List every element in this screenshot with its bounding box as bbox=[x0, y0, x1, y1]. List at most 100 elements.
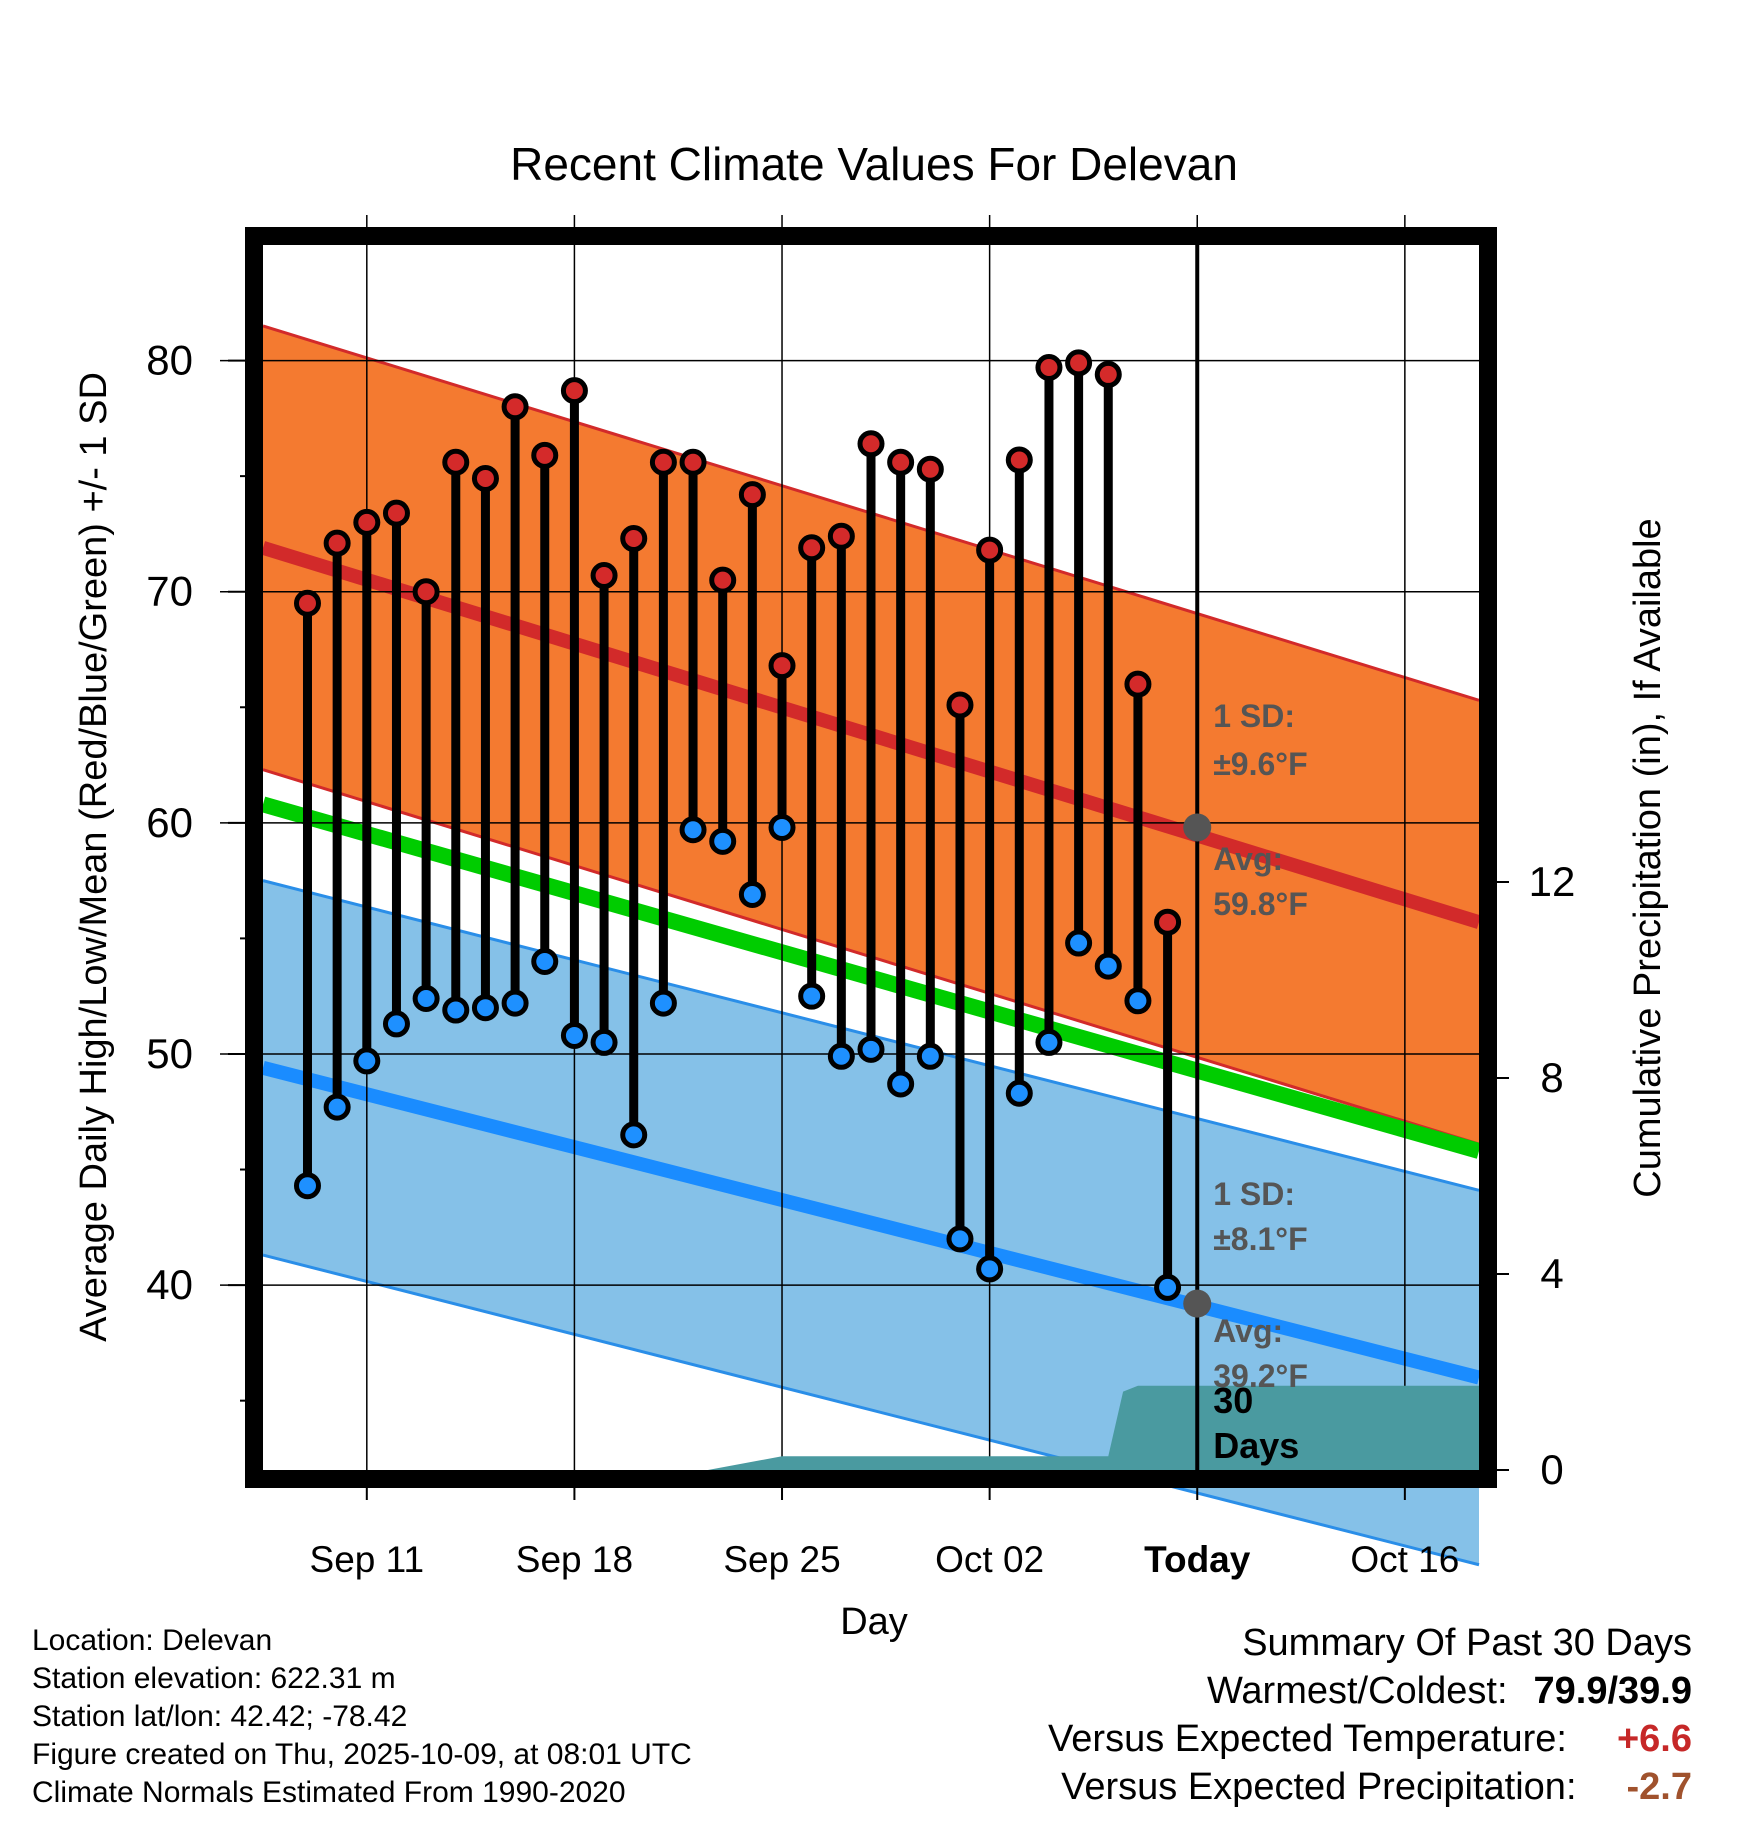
high-temp-point bbox=[471, 464, 499, 492]
low-temp-point bbox=[1094, 952, 1122, 980]
y-tick-label: 50 bbox=[146, 1030, 193, 1077]
high-temp-point bbox=[560, 377, 588, 405]
low-temp-point bbox=[946, 1225, 974, 1253]
high-temp-point bbox=[887, 448, 915, 476]
low-avg-marker bbox=[1183, 1289, 1212, 1318]
low-temp-point bbox=[1005, 1079, 1033, 1107]
high-temp-point bbox=[946, 691, 974, 719]
high-avg-marker bbox=[1183, 813, 1212, 842]
precip-area bbox=[707, 1385, 1479, 1470]
footer-elevation: Station elevation: 622.31 m bbox=[32, 1662, 396, 1695]
summary-temp-label: Versus Expected Temperature: bbox=[1048, 1718, 1567, 1760]
x-tick-label: Oct 02 bbox=[935, 1539, 1044, 1580]
footer-created: Figure created on Thu, 2025-10-09, at 08… bbox=[32, 1738, 692, 1771]
high-temp-point bbox=[382, 499, 410, 527]
high-temp-point bbox=[590, 562, 618, 590]
summary-warm-cold: Warmest/Coldest: 79.9/39.9 bbox=[1207, 1670, 1692, 1713]
low-temp-point bbox=[590, 1028, 618, 1056]
y2-tick-label: 0 bbox=[1540, 1446, 1563, 1493]
low-temp-point bbox=[560, 1021, 588, 1049]
low-temp-point bbox=[1124, 987, 1152, 1015]
high-temp-point bbox=[293, 589, 321, 617]
low-temp-point bbox=[976, 1255, 1004, 1283]
y-tick-label: 70 bbox=[146, 568, 193, 615]
plot-frame bbox=[245, 227, 1497, 1488]
y-tick-label: 60 bbox=[146, 799, 193, 846]
x-axis-label: Day bbox=[840, 1601, 908, 1643]
low-temp-point bbox=[709, 827, 737, 855]
footer-latlon: Station lat/lon: 42.42; -78.42 bbox=[32, 1700, 408, 1733]
low-temp-point bbox=[442, 996, 470, 1024]
footer-normals: Climate Normals Estimated From 1990-2020 bbox=[32, 1776, 626, 1809]
high-temp-point bbox=[798, 534, 826, 562]
high-temp-point bbox=[620, 525, 648, 553]
high-avg-label: Avg: bbox=[1213, 841, 1283, 877]
high-temp-point bbox=[353, 508, 381, 536]
low-sd-label: 1 SD: bbox=[1213, 1176, 1295, 1212]
y2-tick-label: 8 bbox=[1540, 1054, 1563, 1101]
high-temp-point bbox=[709, 566, 737, 594]
low-normal-line bbox=[261, 1061, 1481, 1385]
low-temp-point bbox=[620, 1121, 648, 1149]
x-tick-label: Sep 11 bbox=[310, 1539, 425, 1580]
low-temp-point bbox=[798, 982, 826, 1010]
summary-title: Summary Of Past 30 Days bbox=[1242, 1622, 1692, 1664]
x-tick-label: Oct 16 bbox=[1350, 1539, 1459, 1580]
high-sd-label: 1 SD: bbox=[1213, 698, 1295, 734]
low-temp-point bbox=[768, 813, 796, 841]
summary-warm-cold-label: Warmest/Coldest: bbox=[1206, 1670, 1508, 1712]
chart-title: Recent Climate Values For Delevan bbox=[510, 138, 1238, 190]
high-temp-point bbox=[531, 441, 559, 469]
low-temp-point bbox=[531, 948, 559, 976]
low-avg-label: Avg: bbox=[1213, 1313, 1283, 1349]
high-temp-point bbox=[649, 448, 677, 476]
summary-temp: Versus Expected Temperature: +6.6 bbox=[1048, 1718, 1692, 1761]
footer-location: Location: Delevan bbox=[32, 1624, 273, 1657]
high-temp-point bbox=[768, 652, 796, 680]
summary-warm-cold-value: 79.9/39.9 bbox=[1533, 1670, 1692, 1712]
high-temp-point bbox=[679, 448, 707, 476]
low-temp-point bbox=[679, 816, 707, 844]
y-tick-label: 80 bbox=[146, 337, 193, 384]
low-temp-point bbox=[501, 989, 529, 1017]
days-label-word: Days bbox=[1213, 1425, 1299, 1466]
x-tick-label: Sep 18 bbox=[516, 1539, 633, 1580]
low-sd-band-lower-edge bbox=[262, 1253, 1480, 1567]
high-temp-point bbox=[442, 448, 470, 476]
high-temp-point bbox=[1094, 360, 1122, 388]
high-temp-point bbox=[1035, 354, 1063, 381]
summary-temp-value: +6.6 bbox=[1616, 1718, 1692, 1760]
low-temp-point bbox=[293, 1172, 321, 1200]
y2-tick-label: 4 bbox=[1540, 1250, 1563, 1297]
high-temp-point bbox=[738, 481, 766, 509]
high-temp-point bbox=[1065, 349, 1093, 377]
low-temp-point bbox=[916, 1042, 944, 1070]
high-temp-point bbox=[501, 393, 529, 421]
summary-precip-label: Versus Expected Precipitation: bbox=[1061, 1766, 1577, 1808]
x-tick-label: Sep 25 bbox=[723, 1539, 840, 1580]
low-temp-point bbox=[827, 1042, 855, 1070]
summary-precip: Versus Expected Precipitation: -2.7 bbox=[1061, 1766, 1692, 1809]
high-avg-value: 59.8°F bbox=[1213, 886, 1308, 922]
low-temp-point bbox=[738, 880, 766, 908]
low-temp-point bbox=[1065, 929, 1093, 957]
high-temp-point bbox=[827, 522, 855, 550]
low-temp-point bbox=[471, 994, 499, 1022]
y2-axis-label: Cumulative Precipitation (in), If Availa… bbox=[1627, 518, 1669, 1197]
high-sd-value: ±9.6°F bbox=[1213, 746, 1307, 782]
high-temp-point bbox=[323, 529, 351, 557]
low-temp-point bbox=[353, 1047, 381, 1075]
x-tick-label: Today bbox=[1144, 1539, 1251, 1580]
y2-tick-label: 12 bbox=[1529, 858, 1576, 905]
high-temp-point bbox=[857, 430, 885, 458]
y-tick-label: 40 bbox=[146, 1261, 193, 1308]
high-temp-point bbox=[412, 578, 440, 606]
low-temp-point bbox=[887, 1070, 915, 1098]
high-temp-point bbox=[1154, 908, 1182, 936]
y-axis-label: Average Daily High/Low/Mean (Red/Blue/Gr… bbox=[73, 372, 115, 1342]
low-temp-point bbox=[412, 984, 440, 1012]
high-temp-point bbox=[1005, 446, 1033, 474]
low-avg-value: 39.2°F bbox=[1213, 1358, 1308, 1394]
days-label-number: 30 bbox=[1213, 1380, 1253, 1421]
